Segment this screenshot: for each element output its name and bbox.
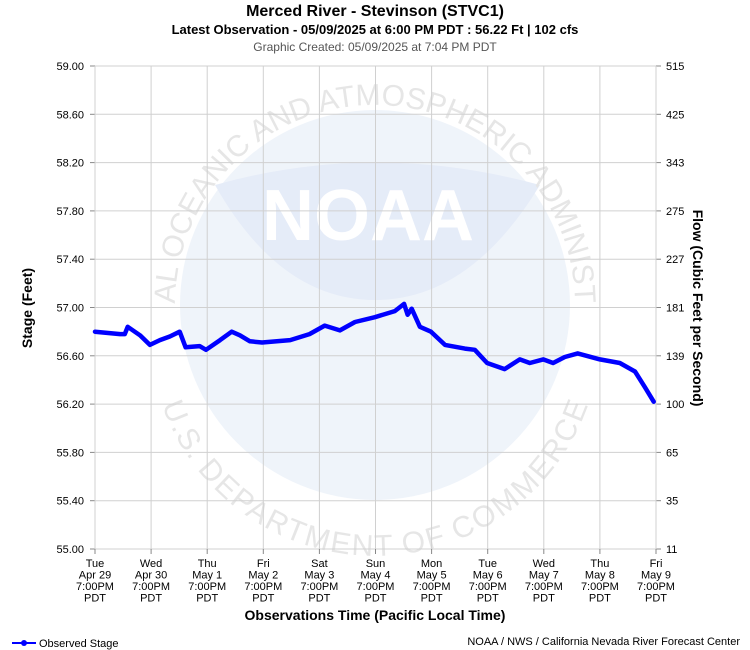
- x-tick-label: Fri: [650, 558, 663, 570]
- x-axis-label: Observations Time (Pacific Local Time): [245, 607, 506, 623]
- x-tick-label: May 8: [585, 570, 615, 582]
- x-tick-label: 7:00PM: [76, 581, 114, 593]
- x-tick-label: 7:00PM: [637, 581, 675, 593]
- x-tick-label: 7:00PM: [413, 581, 451, 593]
- y2-tick-label: 65: [666, 447, 678, 459]
- y2-tick-label: 343: [666, 158, 684, 170]
- x-tick-label: May 9: [641, 570, 671, 582]
- x-tick-label: PDT: [533, 593, 555, 605]
- x-tick-label: PDT: [645, 593, 667, 605]
- y2-tick-label: 100: [666, 399, 684, 411]
- x-tick-label: Apr 30: [135, 570, 167, 582]
- x-tick-label: PDT: [477, 593, 499, 605]
- x-tick-label: Fri: [257, 558, 270, 570]
- y2-tick-label: 515: [666, 61, 684, 73]
- x-tick-label: 7:00PM: [469, 581, 507, 593]
- x-tick-label: PDT: [421, 593, 443, 605]
- y2-tick-label: 11: [666, 544, 677, 556]
- legend-marker: [21, 640, 27, 646]
- y2-tick-label: 139: [666, 351, 684, 363]
- y-tick-label: 57.40: [56, 254, 84, 266]
- x-tick-label: 7:00PM: [300, 581, 338, 593]
- x-tick-label: PDT: [308, 593, 330, 605]
- x-tick-label: PDT: [365, 593, 387, 605]
- watermark: NOAA NATIONAL OCEANIC AND ATMOSPHERIC AD…: [0, 0, 601, 563]
- y2-tick-label: 275: [666, 206, 684, 218]
- y-tick-label: 56.20: [56, 399, 84, 411]
- x-tick-label: PDT: [84, 593, 106, 605]
- watermark-gull: [215, 162, 540, 300]
- x-tick-label: May 2: [248, 570, 278, 582]
- x-tick-label: 7:00PM: [132, 581, 170, 593]
- x-tick-label: Wed: [533, 558, 555, 570]
- watermark-center: NOAA: [262, 176, 474, 256]
- y-axis-label: Stage (Feet): [19, 268, 35, 348]
- x-tick-label: Thu: [198, 558, 217, 570]
- y-tick-label: 55.80: [56, 447, 84, 459]
- chart-title: Merced River - Stevinson (STVC1): [246, 3, 504, 20]
- x-tick-label: PDT: [252, 593, 274, 605]
- x-tick-label: PDT: [589, 593, 611, 605]
- y-tick-label: 59.00: [56, 61, 84, 73]
- y-tick-label: 58.60: [56, 109, 84, 121]
- x-tick-label: May 7: [529, 570, 559, 582]
- y-tick-label: 55.00: [56, 544, 84, 556]
- x-tick-label: PDT: [196, 593, 218, 605]
- x-tick-label: 7:00PM: [244, 581, 282, 593]
- x-tick-label: May 3: [304, 570, 334, 582]
- x-tick-label: Sun: [366, 558, 386, 570]
- x-tick-label: Apr 29: [79, 570, 111, 582]
- x-tick-label: PDT: [140, 593, 162, 605]
- legend-label: Observed Stage: [39, 638, 119, 650]
- y2-tick-label: 35: [666, 496, 678, 508]
- x-tick-label: Thu: [590, 558, 609, 570]
- y-tick-label: 56.60: [56, 351, 84, 363]
- y2-axis-label: Flow (Cubic Feet per Second): [690, 210, 706, 407]
- x-tick-label: May 6: [473, 570, 503, 582]
- y-tick-label: 57.80: [56, 206, 84, 218]
- x-tick-label: Mon: [421, 558, 442, 570]
- x-tick-label: Tue: [478, 558, 497, 570]
- x-tick-label: May 4: [361, 570, 391, 582]
- x-tick-label: 7:00PM: [188, 581, 226, 593]
- y-tick-label: 58.20: [56, 158, 84, 170]
- created-note: Graphic Created: 05/09/2025 at 7:04 PM P…: [253, 40, 497, 54]
- x-tick-label: 7:00PM: [581, 581, 619, 593]
- y2-tick-label: 425: [666, 109, 684, 121]
- x-tick-label: 7:00PM: [525, 581, 563, 593]
- y-tick-label: 57.00: [56, 303, 84, 315]
- x-tick-label: 7:00PM: [357, 581, 395, 593]
- y2-tick-label: 181: [666, 303, 684, 315]
- y2-tick-label: 227: [666, 254, 684, 266]
- series-line: [92, 301, 656, 404]
- chart-subtitle: Latest Observation - 05/09/2025 at 6:00 …: [172, 22, 579, 37]
- x-tick-label: May 1: [192, 570, 222, 582]
- x-tick-label: Wed: [140, 558, 162, 570]
- x-tick-label: Sat: [311, 558, 328, 570]
- y-tick-label: 55.40: [56, 496, 84, 508]
- credit: NOAA / NWS / California Nevada River For…: [467, 636, 740, 648]
- x-tick-label: May 5: [417, 570, 447, 582]
- x-tick-label: Tue: [86, 558, 105, 570]
